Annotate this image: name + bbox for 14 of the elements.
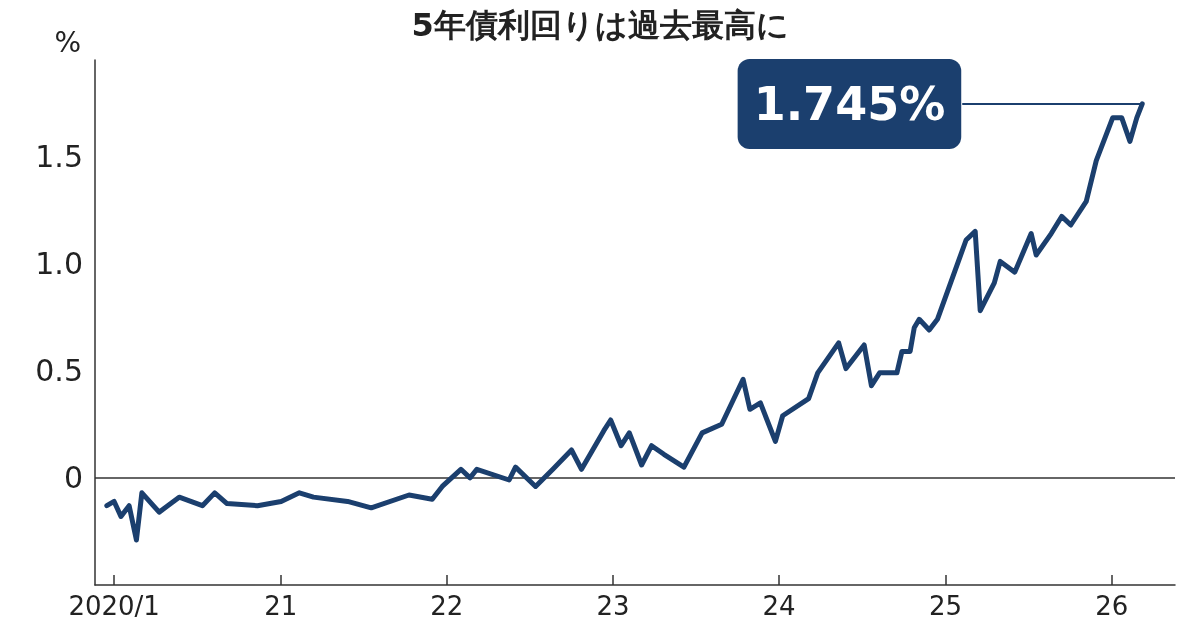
x-tick-label: 24 [762,591,796,621]
x-tick-label: 22 [430,591,464,621]
x-tick-label: 23 [596,591,630,621]
y-axis-title: % [54,25,81,59]
x-tick-label: 25 [929,591,963,621]
x-tick-label: 2020/1 [68,591,160,621]
x-tick-label: 21 [264,591,298,621]
chart-title: 5年債利回りは過去最高に [411,6,789,44]
x-tick-label: 26 [1095,591,1129,621]
y-tick-label: 0 [63,460,83,496]
annotation: 1.745% [753,76,946,131]
y-tick-label: 0.5 [35,353,83,389]
y-tick-label: 1.5 [35,138,83,174]
y-tick-label: 1.0 [35,246,83,282]
